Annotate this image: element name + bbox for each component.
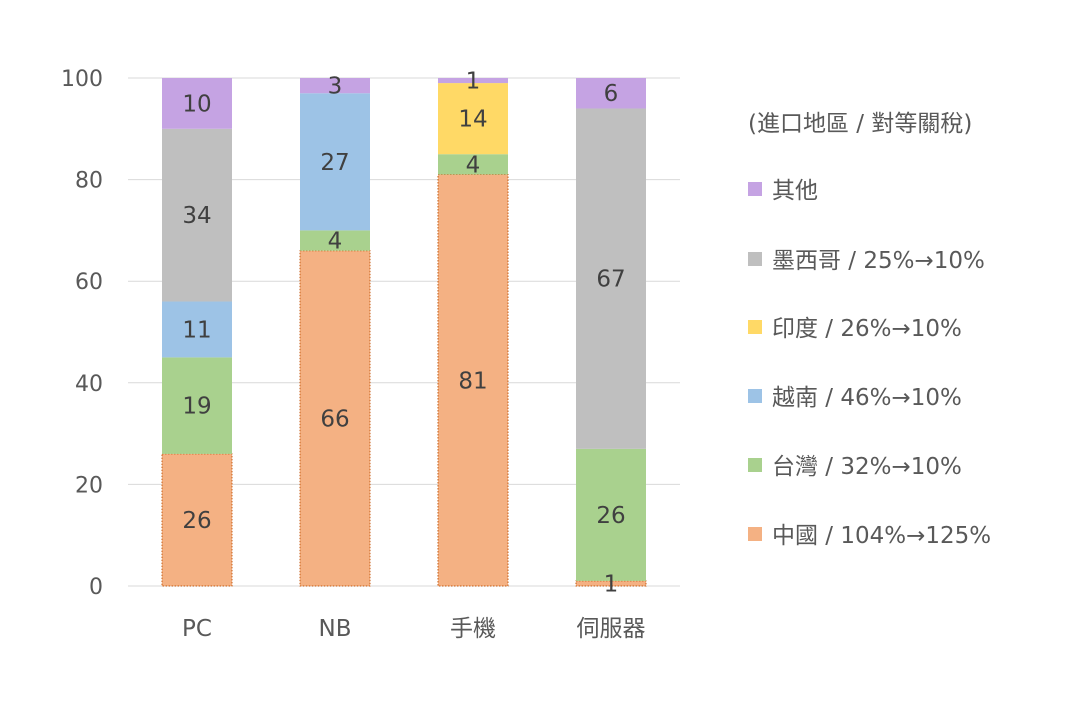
legend-marker <box>748 182 762 196</box>
data-label: 67 <box>596 267 625 293</box>
data-label: 1 <box>466 69 481 95</box>
bar-segment <box>438 78 508 84</box>
bar-segment <box>300 93 370 231</box>
bar-segment <box>575 580 647 587</box>
data-label: 19 <box>182 394 211 420</box>
bar-segment <box>162 301 232 358</box>
y-tick-label: 100 <box>61 67 103 92</box>
legend-label: 其他 <box>772 178 818 204</box>
x-tick-label: 手機 <box>450 616 496 642</box>
x-tick-label: 伺服器 <box>577 616 646 642</box>
bar-segment <box>576 78 646 109</box>
bar-segment <box>299 250 371 587</box>
legend-label: 墨西哥 / 25%→10% <box>772 248 985 274</box>
legend-marker <box>748 320 762 334</box>
bar-segment <box>437 174 509 587</box>
y-tick-label: 60 <box>75 270 103 295</box>
bar-segment <box>162 357 232 454</box>
data-label: 27 <box>320 150 349 176</box>
legend-label: 越南 / 46%→10% <box>772 385 962 411</box>
data-label: 14 <box>458 107 487 133</box>
legend-marker <box>748 458 762 472</box>
legend-title: (進口地區 / 對等關稅) <box>748 111 972 137</box>
data-label: 26 <box>182 508 211 534</box>
legend-label: 中國 / 104%→125% <box>772 523 991 549</box>
data-label: 34 <box>182 203 211 229</box>
data-label: 81 <box>458 368 487 394</box>
legend-marker <box>748 389 762 403</box>
bar-segment <box>300 78 370 94</box>
bar-segment <box>438 154 508 175</box>
y-tick-label: 80 <box>75 169 103 194</box>
y-tick-label: 20 <box>75 473 103 498</box>
x-tick-label: PC <box>182 616 212 642</box>
data-label: 11 <box>182 317 211 343</box>
data-label: 6 <box>604 81 619 107</box>
data-label: 10 <box>182 91 211 117</box>
legend-label: 印度 / 26%→10% <box>772 316 962 342</box>
legend-marker <box>748 252 762 266</box>
legend-label: 台灣 / 32%→10% <box>772 454 962 480</box>
bar-segment <box>438 83 508 155</box>
bar-segment <box>300 230 370 251</box>
y-tick-label: 0 <box>89 575 103 600</box>
bar-segment <box>576 108 646 449</box>
x-tick-label: NB <box>319 616 352 642</box>
data-label: 66 <box>320 406 349 432</box>
bar-segment <box>161 453 233 587</box>
data-label: 3 <box>328 74 343 100</box>
bar-segment <box>576 448 646 581</box>
bar-segment <box>162 78 232 129</box>
y-tick-label: 40 <box>75 372 103 397</box>
legend-marker <box>748 527 762 541</box>
data-label: 4 <box>328 229 343 255</box>
data-label: 4 <box>466 152 481 178</box>
bar-segment <box>162 128 232 302</box>
data-label: 1 <box>604 571 619 597</box>
data-label: 26 <box>596 503 625 529</box>
